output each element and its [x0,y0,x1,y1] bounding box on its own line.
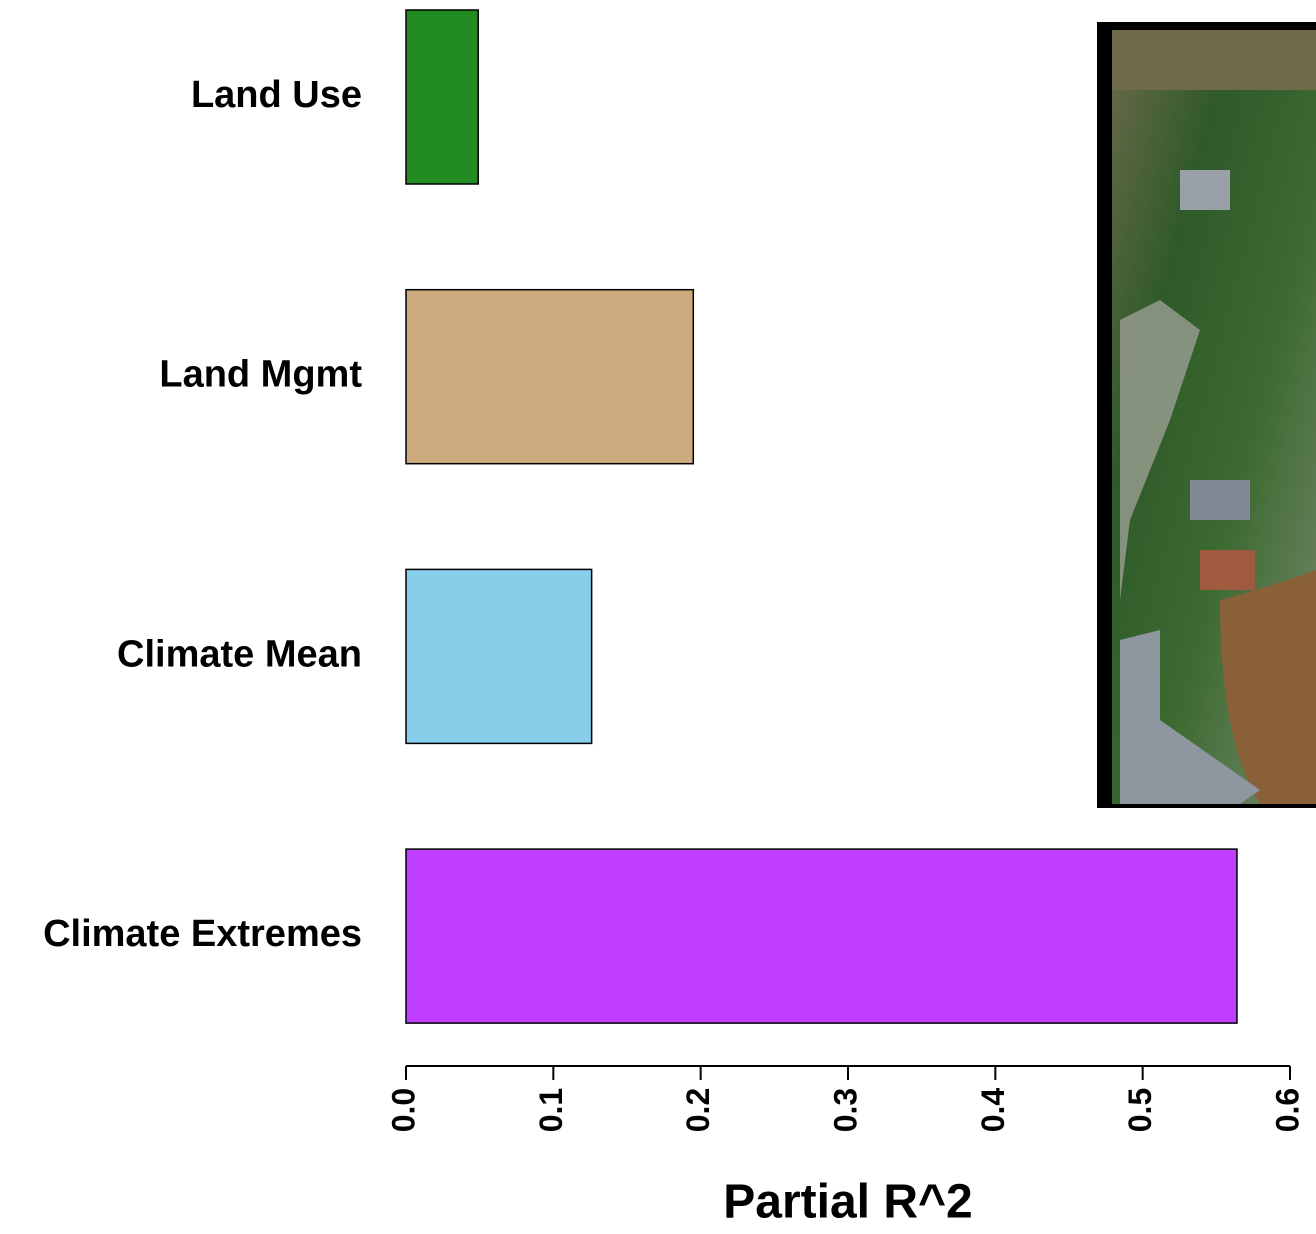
bar [406,849,1237,1023]
x-tick-label: 0.1 [533,1088,569,1132]
x-tick-label: 0.2 [680,1088,716,1132]
x-tick-label: 0.4 [975,1088,1011,1133]
x-tick-label: 0.5 [1122,1088,1158,1132]
bar [406,290,693,464]
bar [406,10,478,184]
y-tick-label: Land Mgmt [159,354,362,396]
x-tick-label: 0.0 [385,1088,421,1132]
photo [1097,22,1316,808]
chart: 0.0 0.1 0.2 0.3 0.4 0.5 0.6 Land Use Land Mgmt Cl… [0,0,1316,1229]
x-tick-label: 0.6 [1269,1088,1305,1132]
page: {"chart_data": {"type": "bar", "orientat… [0,0,1316,1229]
x-tick-label: 0.3 [827,1088,863,1132]
x-axis-label: Partial R^2 [723,1176,972,1229]
y-tick-label: Land Use [191,74,362,116]
y-tick-label: Climate Extremes [43,913,362,955]
y-tick-label: Climate Mean [117,633,362,675]
bar [406,569,592,743]
